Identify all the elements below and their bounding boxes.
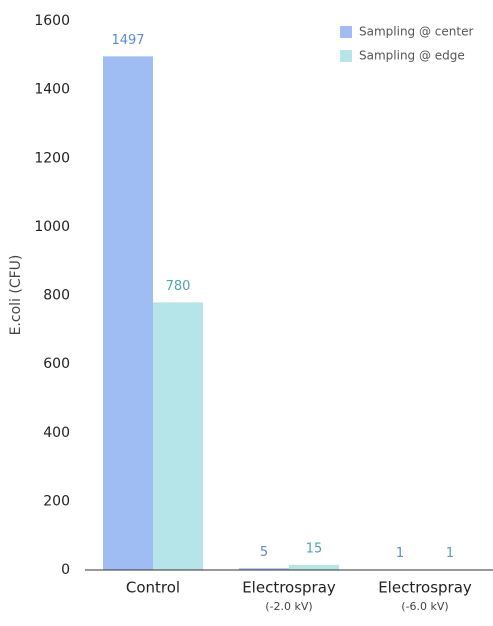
data-label: 1497 <box>111 33 144 48</box>
y-tick-label: 1000 <box>34 219 70 235</box>
y-tick-label: 1200 <box>34 150 70 166</box>
legend-label: Sampling @ center <box>359 25 473 39</box>
data-label: 780 <box>166 279 191 294</box>
data-label: 5 <box>260 545 268 560</box>
y-tick-label: 600 <box>43 356 70 372</box>
y-tick-label: 800 <box>43 288 70 304</box>
data-label: 15 <box>306 541 323 556</box>
legend-swatch <box>340 26 352 38</box>
y-tick-label: 0 <box>61 562 70 578</box>
legend-label: Sampling @ edge <box>359 49 465 63</box>
x-tick-label: Electrospray <box>242 579 336 597</box>
y-tick-label: 1400 <box>34 82 70 98</box>
y-tick-label: 1600 <box>34 13 70 29</box>
bar <box>153 302 203 570</box>
bar <box>239 568 289 570</box>
legend-swatch <box>340 50 352 62</box>
bar <box>289 564 339 570</box>
y-axis-label: E.coli (CFU) <box>8 255 24 336</box>
x-tick-sublabel: (-6.0 kV) <box>401 600 448 613</box>
y-tick-label: 400 <box>43 425 70 441</box>
x-tick-label: Electrospray <box>378 579 472 597</box>
y-tick-label: 200 <box>43 493 70 509</box>
x-tick-sublabel: (-2.0 kV) <box>265 600 312 613</box>
x-tick-label: Control <box>126 579 180 597</box>
data-label: 1 <box>396 546 404 561</box>
bar <box>103 56 153 571</box>
data-label: 1 <box>446 546 454 561</box>
